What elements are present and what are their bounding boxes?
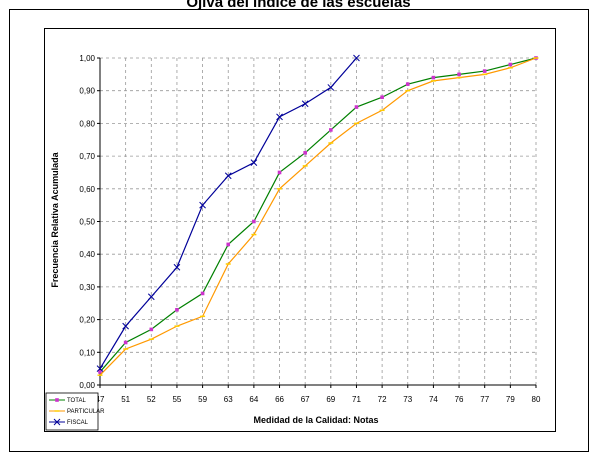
y-tick-label: 0,00 [79,381,95,390]
y-axis-ticks: 0,00 0,10 0,20 0,30 0,40 0,50 0,60 0,70 0,80 0,90… [79,54,95,390]
x-tick-label: 69 [326,395,335,404]
x-tick-label: 55 [172,395,181,404]
legend-swatch-marker [55,398,59,402]
data-point-fiscal [96,365,104,373]
data-point-total [277,170,282,175]
y-tick-label: 0,80 [79,119,95,128]
data-point-fiscal [327,84,335,91]
data-point-fiscal [301,100,309,108]
y-tick-label: 0,20 [79,316,95,325]
x-tick-label: 80 [532,395,541,404]
legend: TOTAL PARTICULAR FISCAL [45,392,105,431]
x-tick-label: 59 [198,395,207,404]
data-point-total [508,62,513,67]
data-point-total [431,75,436,80]
data-point-total [175,307,179,312]
x-tick-label: 73 [403,395,412,404]
x-tick-label: 71 [352,395,361,404]
x-tick-label: 72 [378,395,387,404]
data-point-total [98,370,102,374]
data-point-fiscal [224,172,232,180]
x-axis-title: Medidad de la Calidad: Notas [253,415,378,425]
data-point-total [303,151,307,155]
y-tick-label: 0,60 [79,185,95,194]
data-point-total [149,327,154,332]
x-axis-ticks: 47 51 52 55 59 63 64 66 67 69 71 72 73 74 76 77 79 80 [96,395,541,404]
data-point-total [252,219,256,224]
x-tick-label: 76 [455,395,464,404]
x-tick-label: 47 [96,395,105,404]
series-lines [96,54,539,376]
data-point-fiscal [353,54,360,62]
data-point-fiscal [173,263,181,271]
data-point-total [380,95,384,100]
chart-area-frame [9,9,589,452]
data-point-fiscal [250,159,258,166]
data-point-total [123,340,128,345]
data-point-total [329,128,333,132]
plot-area-frame [44,28,556,432]
y-tick-label: 0,10 [79,348,95,357]
data-point-fiscal [199,201,206,209]
y-axis-title: Frecuencia Relativa Acumulada [50,151,60,287]
data-point-fiscal [122,322,130,330]
x-tick-label: 79 [506,395,515,404]
legend-swatch-marker [53,418,61,426]
gridlines [97,57,537,388]
x-tick-label: 66 [275,395,284,404]
y-tick-label: 0,50 [79,218,95,227]
y-tick-label: 0,70 [79,152,95,161]
chart-title: Ojiva del índice de las escuelas [186,0,411,11]
y-tick-label: 0,40 [79,250,95,259]
legend-label: TOTAL [67,398,86,404]
x-tick-label: 63 [224,395,233,404]
x-tick-label: 52 [147,395,156,404]
series-line-particular [99,57,537,376]
data-point-fiscal [276,113,283,121]
y-tick-label: 0,90 [79,87,95,96]
x-tick-label: 74 [429,395,438,404]
data-point-total [226,242,231,247]
x-tick-label: 51 [121,395,130,404]
series-line-total [99,57,537,373]
x-tick-label: 64 [249,395,258,404]
y-tick-label: 0,30 [79,283,95,292]
data-point-total [482,69,487,73]
data-point-total [200,291,205,296]
data-point-total [405,82,410,86]
y-tick-label: 1,00 [79,54,95,63]
data-point-total [354,105,359,109]
x-tick-label: 67 [301,395,310,404]
legend-label: PARTICULAR [67,409,105,415]
legend-label: FISCAL [67,420,89,426]
data-point-fiscal [147,293,155,301]
data-point-total [457,72,461,77]
x-tick-label: 77 [480,395,489,404]
